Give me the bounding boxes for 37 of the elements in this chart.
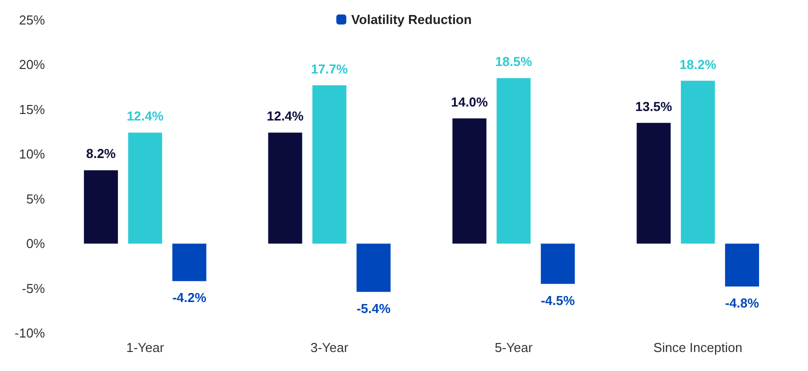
data-label: 18.5% [495,54,532,70]
bar [356,244,391,292]
data-label: 12.4% [266,108,304,124]
data-label: -4.2% [172,290,207,306]
data-label: -4.5% [540,292,576,308]
data-label: 13.5% [635,98,673,114]
bar [128,132,162,244]
bar [172,244,206,282]
bar [540,244,575,284]
y-tick-label: 25% [18,12,46,28]
y-tick-label: -5% [22,280,46,296]
y-tick-label: -10% [14,326,46,340]
data-label: 8.2% [86,146,116,162]
data-label: 12.4% [126,108,164,124]
bar [84,170,118,244]
y-tick-label: 10% [18,146,46,162]
bar [452,118,486,244]
data-label: -4.8% [725,295,760,310]
bar [680,80,715,244]
x-tick-label: 3-Year [310,340,349,355]
data-label: -5.4% [356,300,391,316]
data-label: 18.2% [679,56,717,72]
bar [268,132,302,244]
x-tick-label: 1-Year [126,340,165,355]
bar [725,244,760,286]
y-tick-label: 15% [18,102,46,117]
y-tick-label: 0% [26,236,46,252]
bar [636,122,671,244]
bar [496,78,531,244]
bar [312,85,346,244]
y-tick-label: 20% [18,57,46,72]
y-tick-label: 5% [26,191,46,206]
x-tick-label: 5-Year [494,340,534,355]
x-tick-label: Since Inception [653,340,742,355]
legend-label: Volatility Reduction [351,12,472,27]
data-label: 14.0% [450,94,488,110]
data-label: 17.7% [310,61,348,76]
